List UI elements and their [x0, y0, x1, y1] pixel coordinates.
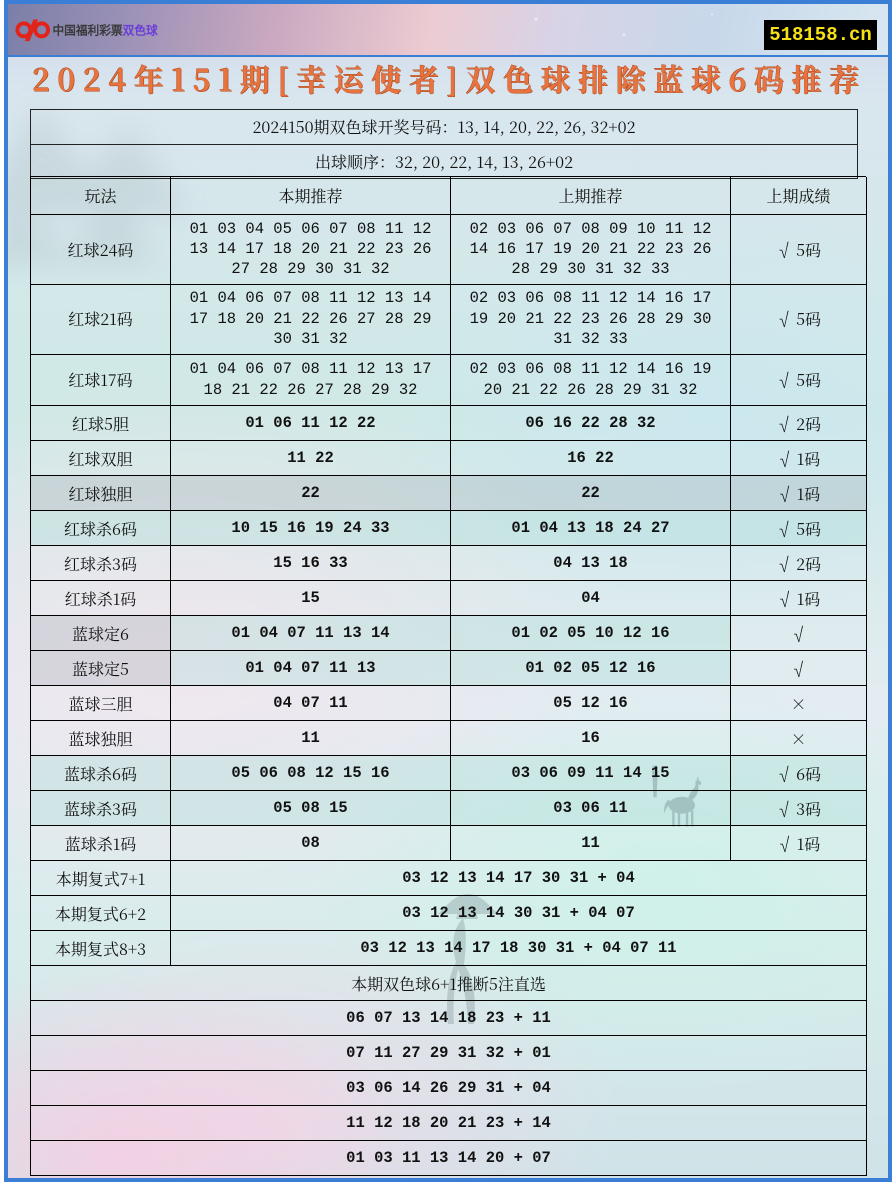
- svg-text:中国福利彩票双色球: 中国福利彩票双色球: [52, 24, 158, 38]
